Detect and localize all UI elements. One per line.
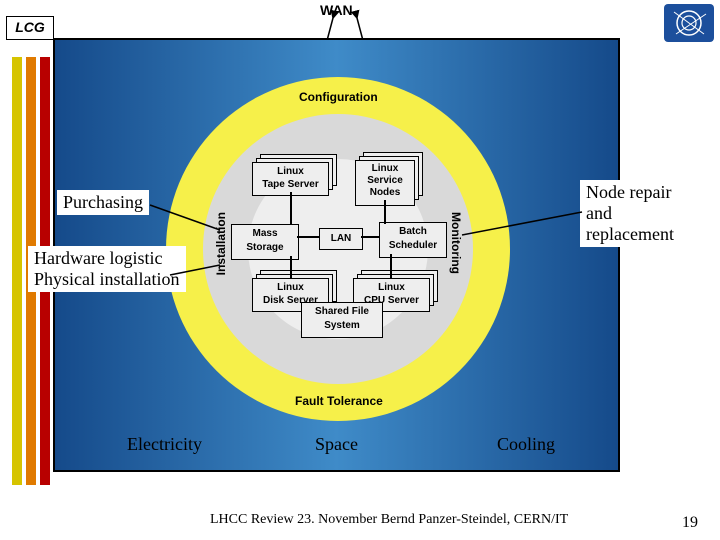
page-number: 19 <box>682 514 698 532</box>
external-connectors <box>0 0 720 540</box>
footer-text: LHCC Review 23. November Bernd Panzer-St… <box>210 512 568 528</box>
slide-root: LCG WAN Configuration Installation Monit… <box>0 0 720 540</box>
